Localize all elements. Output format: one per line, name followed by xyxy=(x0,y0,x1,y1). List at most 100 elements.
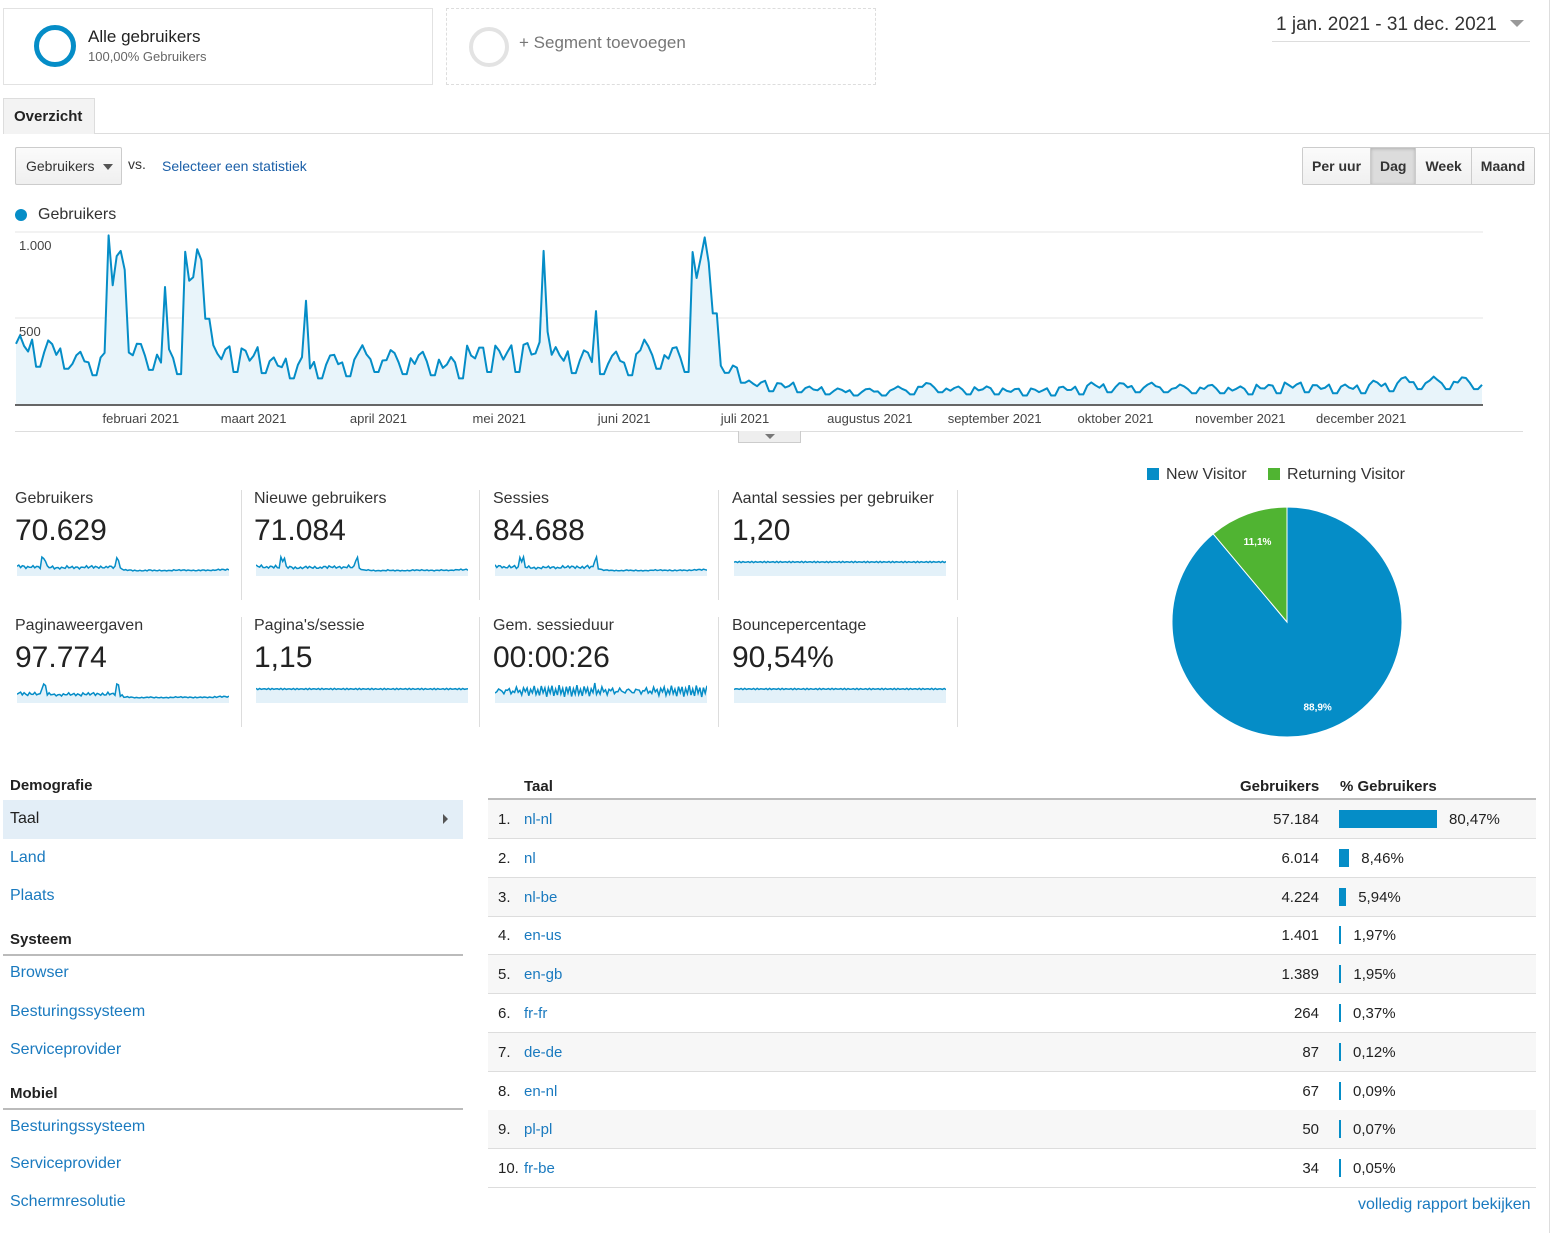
row-share-bar xyxy=(1339,848,1350,867)
y-tick-label: 500 xyxy=(19,324,41,339)
row-language-link[interactable]: en-gb xyxy=(524,966,563,984)
table-row[interactable]: 1. nl-nl 57.184 80,47% xyxy=(488,800,1536,839)
scorecard-label: Gebruikers xyxy=(15,490,94,507)
scorecard-divider xyxy=(718,490,719,600)
table-row[interactable]: 2. nl 6.014 8,46% xyxy=(488,839,1536,878)
scorecard-label: Paginaweergaven xyxy=(15,617,144,634)
row-language-link[interactable]: en-nl xyxy=(524,1082,558,1100)
legend-swatch-icon xyxy=(1268,468,1280,480)
table-row[interactable]: 10. fr-be 34 0,05% xyxy=(488,1149,1536,1189)
row-language-link[interactable]: fr-fr xyxy=(524,1005,548,1022)
chart-collapse-handle[interactable] xyxy=(738,431,801,443)
series-line-users xyxy=(15,234,1483,397)
nav-item-browser[interactable]: Browser xyxy=(10,964,69,981)
scorecard-divider xyxy=(241,617,242,727)
scorecard-pageviews[interactable]: Paginaweergaven 97.774 xyxy=(15,617,239,727)
scorecard-sparkline xyxy=(734,687,946,703)
row-pct: 0,12% xyxy=(1353,1043,1396,1061)
pie-slice-new-visitor[interactable] xyxy=(1171,506,1403,738)
scorecard-value: 84.688 xyxy=(493,514,585,547)
pie-slice-label: 11,1% xyxy=(1244,537,1272,548)
sparkline-area xyxy=(17,557,229,576)
date-range-picker[interactable]: 1 jan. 2021 - 31 dec. 2021 xyxy=(1272,12,1530,42)
series-area xyxy=(16,235,1482,404)
nav-item-language[interactable]: Taal xyxy=(3,800,463,839)
granularity-hour-button[interactable]: Per uur xyxy=(1303,148,1371,184)
scorecard-divider xyxy=(957,617,958,727)
nav-item-service-provider[interactable]: Serviceprovider xyxy=(10,1041,122,1058)
x-tick-label: mei 2021 xyxy=(473,411,526,426)
granularity-month-button[interactable]: Maand xyxy=(1470,148,1535,184)
scorecard-sparkline xyxy=(17,555,229,576)
row-language-link[interactable]: de-de xyxy=(524,1043,563,1061)
select-statistic-link[interactable]: Selecteer een statistiek xyxy=(162,158,307,174)
sparkline-area xyxy=(734,688,946,703)
column-header-language[interactable]: Taal xyxy=(524,778,553,795)
table-row[interactable]: 3. nl-be 4.224 5,94% xyxy=(488,877,1536,917)
nav-item-mobile-service-provider[interactable]: Serviceprovider xyxy=(10,1155,122,1172)
pie-legend-label: New Visitor xyxy=(1166,466,1247,483)
scorecard-value: 90,54% xyxy=(732,641,834,674)
scorecard-bounce-rate[interactable]: Bouncepercentage 90,54% xyxy=(732,617,956,727)
row-pct: 8,46% xyxy=(1361,849,1404,867)
tab-overview[interactable]: Overzicht xyxy=(3,98,95,134)
scorecard-sparkline xyxy=(734,560,946,576)
row-rank: 4. xyxy=(498,927,511,945)
sparkline-area xyxy=(17,684,229,703)
nav-item-operating-system[interactable]: Besturingssysteem xyxy=(10,1003,146,1020)
metric-select[interactable]: Gebruikers xyxy=(15,147,122,185)
sparkline-line xyxy=(734,560,946,564)
granularity-week-button[interactable]: Week xyxy=(1415,148,1471,184)
table-row[interactable]: 5. en-gb 1.389 1,95% xyxy=(488,955,1536,995)
row-rank: 6. xyxy=(498,1005,511,1022)
legend-label: Gebruikers xyxy=(38,206,117,223)
tab-divider xyxy=(94,133,1549,134)
x-tick-label: september 2021 xyxy=(948,411,1042,426)
add-segment-button[interactable]: + Segment toevoegen xyxy=(446,8,876,85)
y-tick-label: 1.000 xyxy=(19,238,52,253)
sparkline-area xyxy=(495,557,707,576)
table-row[interactable]: 7. de-de 87 0,12% xyxy=(488,1032,1536,1072)
table-row[interactable]: 6. fr-fr 264 0,37% xyxy=(488,994,1536,1033)
row-language-link[interactable]: nl-be xyxy=(524,888,558,906)
scorecard-sessions[interactable]: Sessies 84.688 xyxy=(493,490,717,600)
nav-item-country[interactable]: Land xyxy=(10,849,46,866)
row-language-link[interactable]: nl-nl xyxy=(524,811,553,828)
segment-placeholder-ring-icon xyxy=(469,27,509,67)
row-language-link[interactable]: pl-pl xyxy=(524,1121,553,1139)
row-language-link[interactable]: fr-be xyxy=(524,1160,555,1178)
scorecard-divider xyxy=(718,617,719,727)
nav-item-city[interactable]: Plaats xyxy=(10,887,55,904)
scorecard-users[interactable]: Gebruikers 70.629 xyxy=(15,490,239,600)
scorecard-sessions-per-user[interactable]: Aantal sessies per gebruiker 1,20 xyxy=(732,490,956,600)
metric-select-value: Gebruikers xyxy=(26,158,95,174)
scorecard-new-users[interactable]: Nieuwe gebruikers 71.084 xyxy=(254,490,478,600)
row-users: 57.184 xyxy=(1273,811,1319,828)
row-language-link[interactable]: en-us xyxy=(524,927,562,945)
table-row[interactable]: 8. en-nl 67 0,09% xyxy=(488,1072,1536,1111)
column-header-users[interactable]: Gebruikers xyxy=(1240,778,1320,795)
scorecard-avg-session-duration[interactable]: Gem. sessieduur 00:00:26 xyxy=(493,617,717,727)
row-language-link[interactable]: nl xyxy=(524,849,536,867)
visitor-type-pie-chart[interactable]: 88,9% 11,1% xyxy=(1165,500,1409,744)
date-range-label: 1 jan. 2021 - 31 dec. 2021 xyxy=(1276,14,1497,35)
granularity-day-button[interactable]: Dag xyxy=(1370,148,1416,184)
row-rank: 1. xyxy=(498,811,511,828)
pie-slice-label: 88,9% xyxy=(1303,702,1331,713)
column-header-pct-users[interactable]: % Gebruikers xyxy=(1340,778,1437,795)
scorecard-label: Pagina's/sessie xyxy=(254,617,365,634)
nav-item-screen-resolution[interactable]: Schermresolutie xyxy=(10,1193,126,1210)
pie-slice-returning-visitor[interactable] xyxy=(1212,506,1288,624)
row-users: 87 xyxy=(1302,1043,1319,1061)
row-share-bar xyxy=(1339,926,1342,945)
users-timeline-chart[interactable]: 1.000 500 februari 2021 maart 2021 april 202… xyxy=(15,228,1485,428)
vs-label: vs. xyxy=(128,156,146,172)
nav-item-mobile-operating-system[interactable]: Besturingssysteem xyxy=(10,1118,146,1135)
full-report-link[interactable]: volledig rapport bekijken xyxy=(1358,1196,1531,1213)
row-pct: 0,05% xyxy=(1353,1160,1396,1178)
segment-all-users[interactable]: Alle gebruikers 100,00% Gebruikers xyxy=(3,8,433,85)
scorecard-pages-per-session[interactable]: Pagina's/sessie 1,15 xyxy=(254,617,478,727)
table-row[interactable]: 4. en-us 1.401 1,97% xyxy=(488,916,1536,956)
row-users: 264 xyxy=(1293,1005,1319,1022)
table-row[interactable]: 9. pl-pl 50 0,07% xyxy=(488,1110,1536,1150)
